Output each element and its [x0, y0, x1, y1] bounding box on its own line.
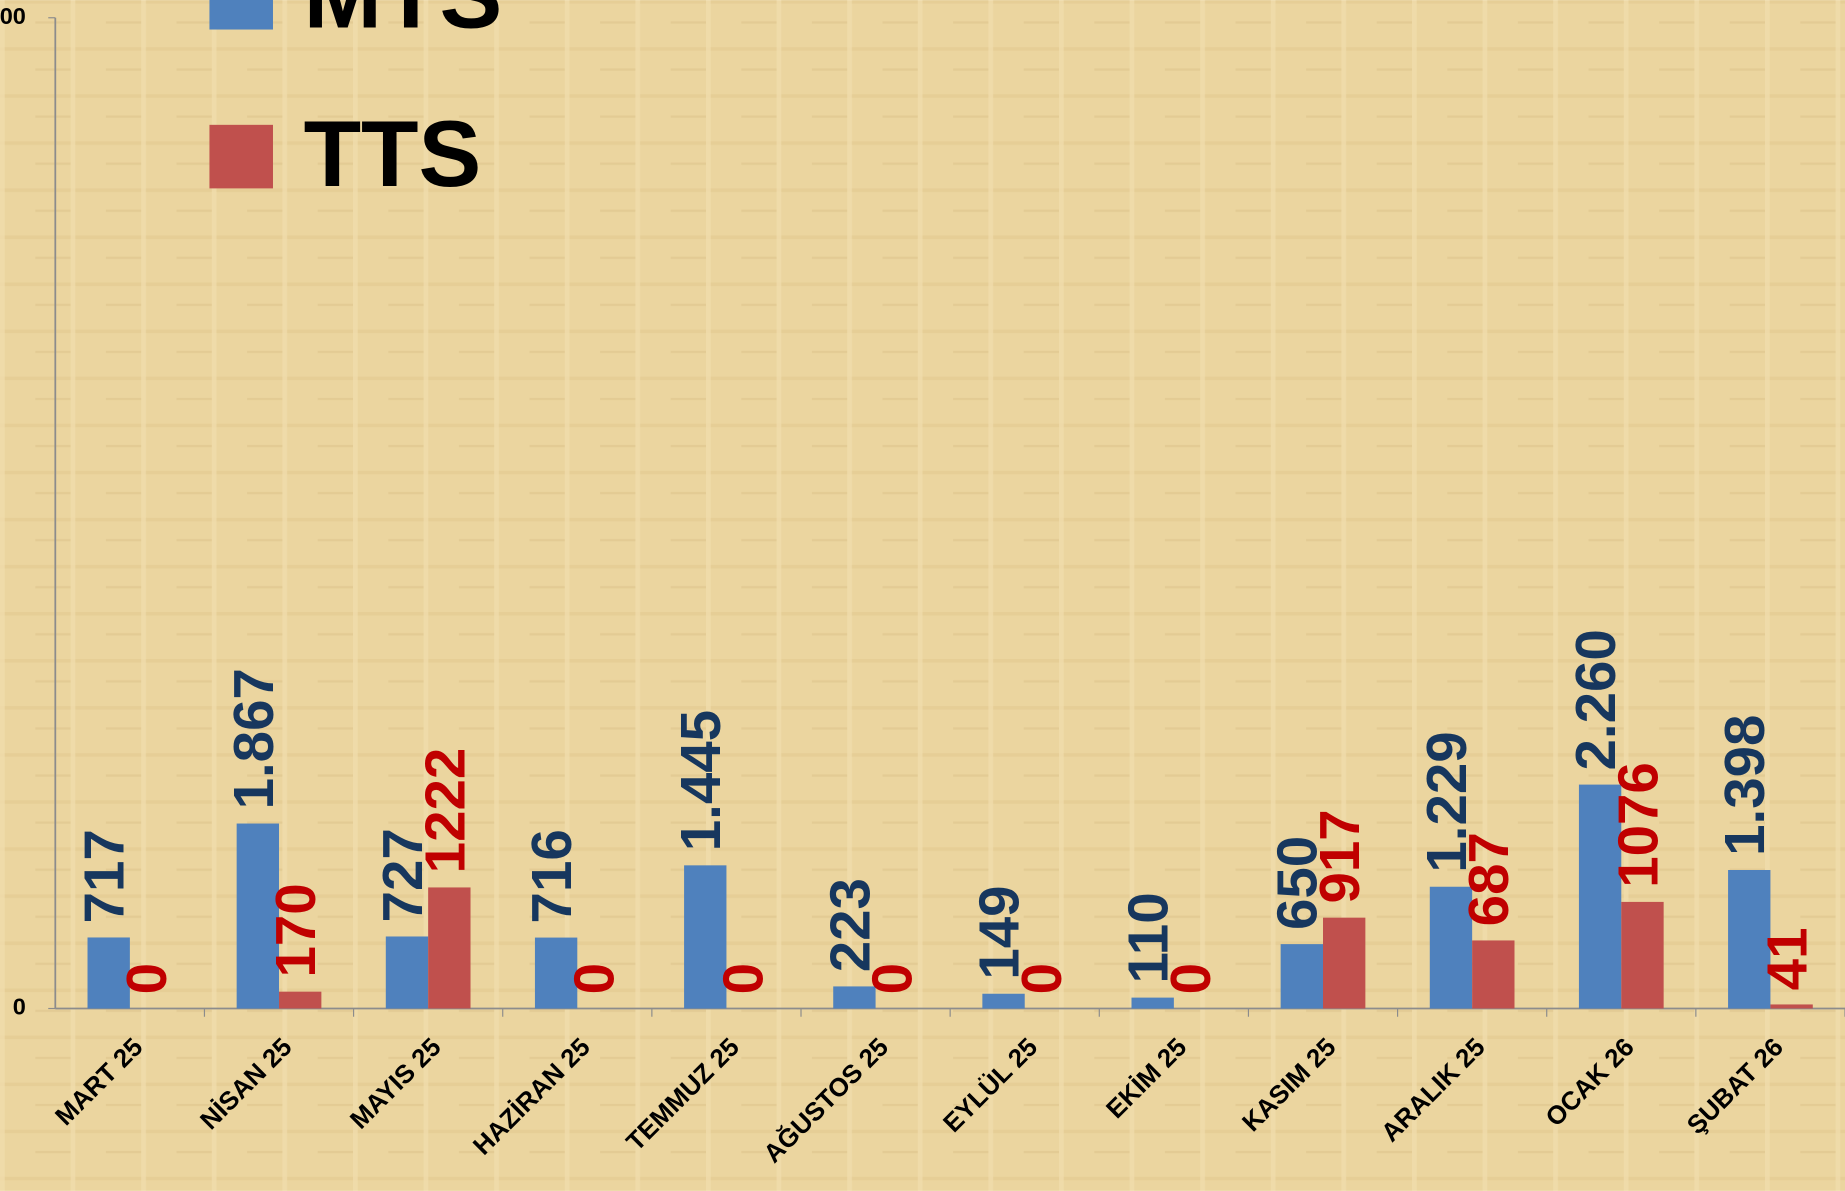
data-label: 1.398 [1713, 715, 1776, 856]
bar [279, 991, 322, 1009]
data-label: 727 [371, 828, 434, 922]
bar [1429, 886, 1473, 1009]
bar [982, 993, 1025, 1009]
data-label: 1222 [413, 748, 476, 874]
data-label: 716 [520, 829, 583, 923]
legend-label: TTS [304, 101, 482, 206]
bar [1131, 997, 1174, 1009]
data-label: 650 [1266, 836, 1329, 930]
data-label: 1.229 [1415, 731, 1478, 872]
data-label: 917 [1308, 809, 1371, 903]
bar [1621, 901, 1664, 1009]
data-label: 0 [712, 963, 775, 994]
data-label: 223 [818, 878, 881, 972]
bar [1323, 917, 1366, 1009]
y-tick-label: 0 [13, 994, 26, 1020]
data-label: 687 [1457, 832, 1520, 926]
data-label: 149 [967, 885, 1030, 979]
bar [1472, 940, 1515, 1009]
data-label: 1.445 [669, 710, 732, 851]
data-label: 110 [1117, 892, 1180, 983]
y-tick-label: 10000 [0, 3, 26, 29]
data-label: 0 [115, 963, 178, 994]
data-label: 0 [562, 963, 625, 994]
bar [385, 936, 429, 1009]
data-label: 2.260 [1564, 629, 1627, 770]
data-label: 41 [1756, 928, 1819, 991]
bar [1770, 1004, 1813, 1009]
bar [833, 986, 876, 1009]
data-label: 1076 [1606, 762, 1669, 888]
data-label: 1.867 [222, 668, 285, 809]
bar [87, 937, 130, 1009]
bar [236, 823, 280, 1009]
bar [534, 937, 578, 1009]
data-label: 0 [1159, 963, 1222, 994]
data-label: 0 [1010, 963, 1073, 994]
bar [1578, 784, 1622, 1009]
data-label: 717 [73, 829, 136, 923]
bar [684, 865, 727, 1009]
data-label: 170 [264, 883, 327, 977]
bar [428, 887, 471, 1009]
bar [1280, 944, 1324, 1009]
data-label: 0 [861, 963, 924, 994]
bar [1728, 870, 1771, 1009]
legend-label: MTS [304, 0, 503, 47]
legend-swatch [209, 0, 273, 30]
legend-swatch [209, 124, 273, 189]
